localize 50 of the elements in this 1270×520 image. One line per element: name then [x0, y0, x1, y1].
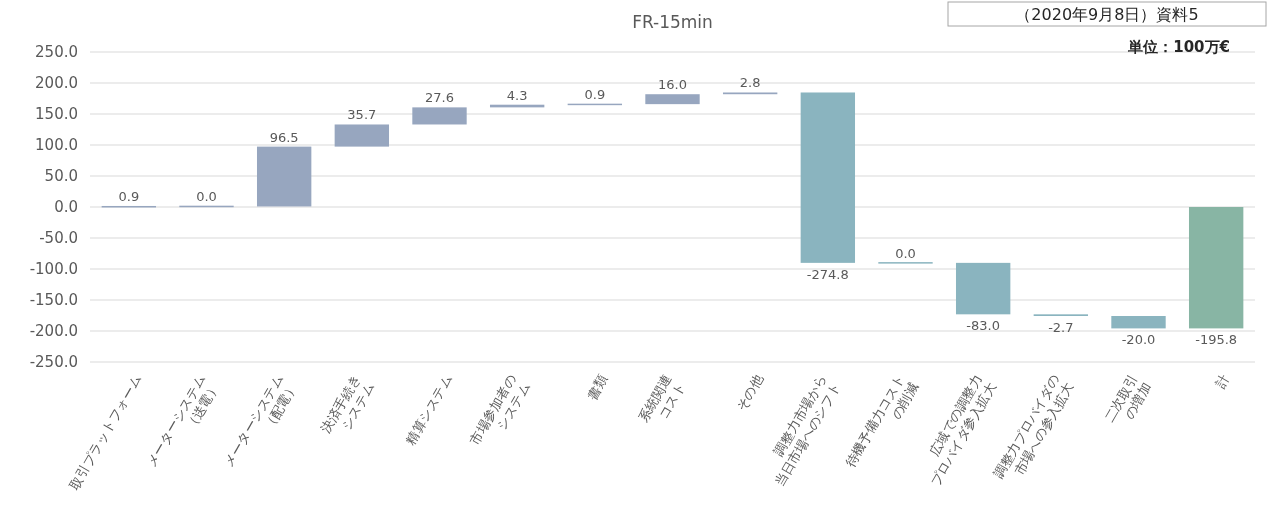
x-tick-label: 計: [1212, 372, 1232, 391]
x-tick-label: 精算システム: [403, 372, 456, 448]
bar: [334, 124, 390, 147]
bar: [645, 94, 700, 105]
x-tick-label: 市場参加者の システム: [466, 372, 533, 448]
y-tick-label: 100.0: [35, 136, 78, 154]
y-tick-label: 50.0: [44, 167, 78, 185]
x-tick-label: 系統関連 コスト: [635, 372, 689, 425]
bar: [1188, 207, 1244, 329]
y-tick-label: -100.0: [29, 260, 78, 278]
data-label: 0.9: [584, 87, 606, 103]
data-label: 16.0: [658, 77, 687, 93]
y-tick-label: -150.0: [29, 291, 78, 309]
y-tick-label: -250.0: [29, 353, 78, 371]
annotation: 単位：100万€: [1127, 38, 1230, 56]
x-tick-label: 書類: [584, 372, 611, 403]
bar: [1111, 316, 1166, 329]
y-tick-label: -50.0: [39, 229, 78, 247]
data-label: -2.7: [1048, 320, 1074, 335]
y-tick-label: 0.0: [54, 198, 78, 216]
data-label: 0.0: [895, 245, 916, 261]
data-label: 0.0: [196, 189, 217, 205]
data-label: 96.5: [269, 129, 299, 145]
x-tick-label: 待機予備力コスト の削減: [842, 372, 922, 470]
chart-title: FR-15min: [632, 12, 713, 32]
x-tick-label: メーターシステム （配電）: [220, 372, 300, 470]
y-tick-label: 150.0: [35, 105, 78, 123]
data-label: -274.8: [806, 266, 849, 282]
x-tick-label: 二次取引 の増加: [1101, 372, 1155, 425]
x-tick-label: その他: [733, 372, 766, 414]
data-label: 2.8: [739, 75, 761, 91]
y-tick-label: -200.0: [29, 322, 78, 340]
data-label: -83.0: [966, 318, 1000, 334]
x-tick-label: メーターシステム （送電）: [143, 372, 223, 470]
x-tick-label: 決済手続き システム: [318, 372, 378, 436]
data-label: -20.0: [1121, 332, 1156, 348]
data-label: 0.9: [118, 189, 140, 205]
data-label: -195.8: [1195, 332, 1238, 348]
data-label: 4.3: [506, 87, 528, 103]
bar: [412, 107, 467, 125]
x-tick-label: 取引プラットフォーム: [66, 372, 145, 493]
bar: [800, 92, 856, 263]
data-label: 27.6: [425, 90, 454, 106]
y-tick-label: 200.0: [35, 74, 78, 92]
x-tick-label: 調整力市場から 当日市場へのシフト: [771, 372, 844, 489]
y-tick-label: 250.0: [35, 43, 78, 61]
bar: [256, 146, 312, 207]
data-label: 35.7: [347, 107, 377, 123]
bar: [955, 262, 1011, 315]
text: （2020年9月8日）資料5: [1015, 5, 1199, 24]
